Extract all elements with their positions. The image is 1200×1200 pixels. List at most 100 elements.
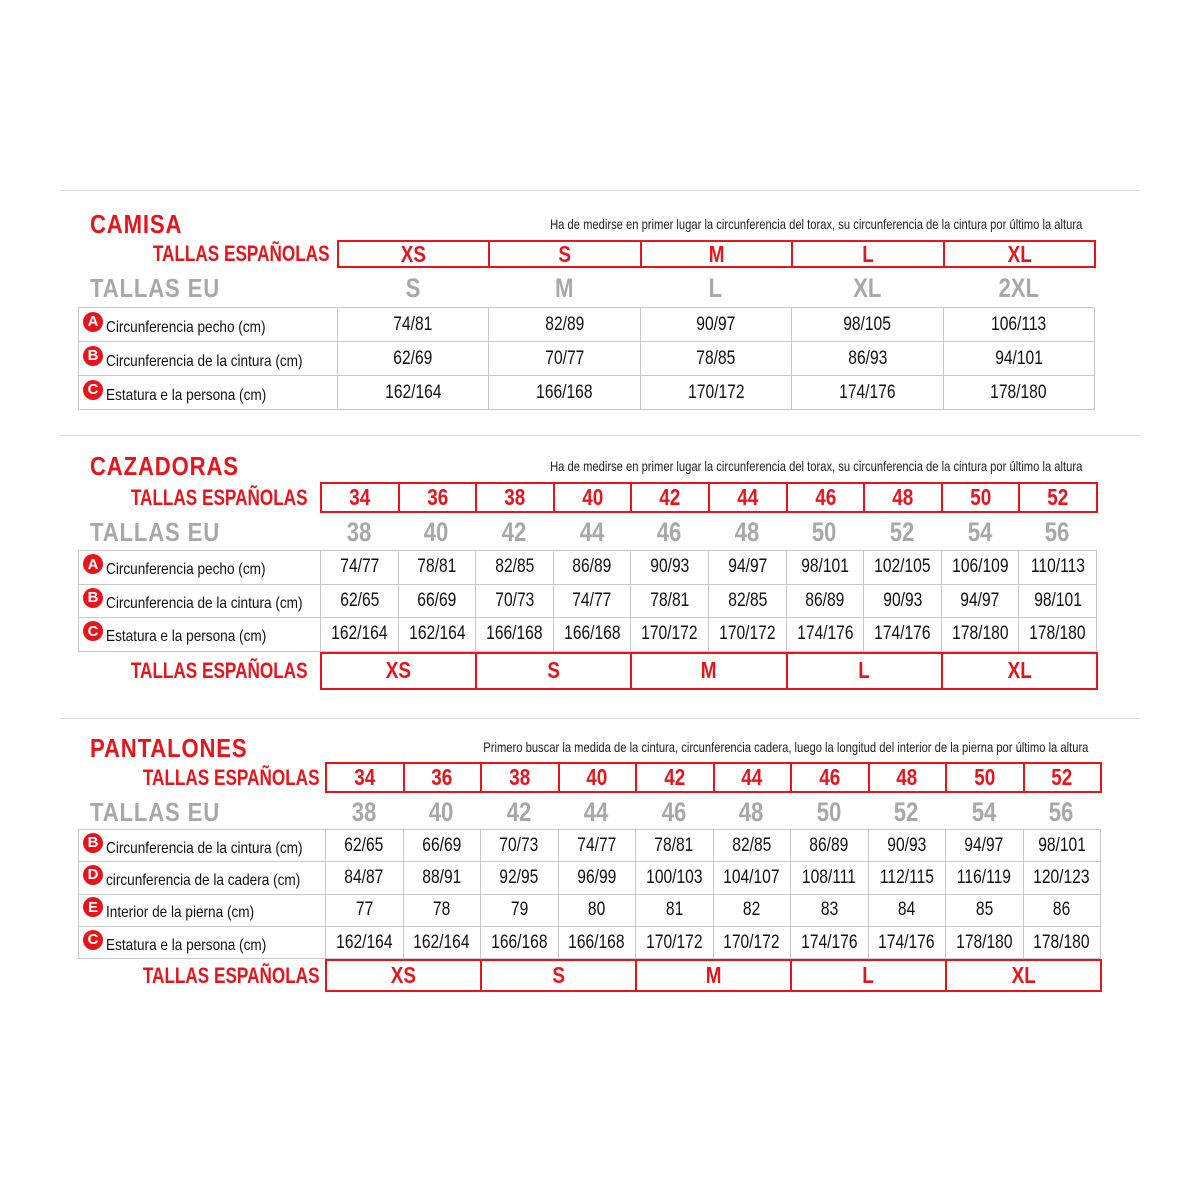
measurement-value-text: 74/77: [577, 834, 617, 856]
measurement-label-text: Circunferencia de la cintura (cm): [106, 352, 303, 370]
measurement-value-text: 90/93: [882, 589, 922, 611]
eu-size-cell: 56: [1023, 795, 1101, 829]
measurement-value-text: 74/77: [339, 556, 379, 578]
eu-size-cell: 54: [941, 515, 1019, 549]
measurement-value-text: 86: [1053, 899, 1071, 921]
eu-size-cell: 56: [1018, 515, 1096, 549]
spanish-size-cell-text: 36: [426, 484, 448, 510]
spanish-size-cell-text: 38: [504, 484, 526, 510]
measurement-value-text: 98/101: [801, 556, 849, 578]
measurement-value: 178/180: [1022, 925, 1101, 960]
measurement-value: 166/168: [480, 925, 559, 960]
measurement-value-text: 78: [433, 899, 451, 921]
badge-c-icon: C: [83, 379, 103, 400]
bottom-spanish-size-cell: S: [480, 959, 637, 993]
eu-size-cell: 42: [480, 795, 558, 829]
eu-size-cell-text: XL: [852, 272, 882, 303]
measurement-value: 178/180: [1018, 617, 1097, 652]
eu-size-cell: 50: [790, 795, 868, 829]
spanish-size-cell-text: 44: [741, 764, 763, 790]
measurement-value-text: 162/164: [336, 931, 393, 953]
measurement-value: 170/172: [630, 617, 709, 652]
measurement-value: 90/97: [639, 307, 793, 342]
measurement-label-text: Circunferencia de la cintura (cm): [106, 839, 303, 857]
measurement-value-text: 98/101: [1037, 834, 1086, 856]
measurement-label: B Circunferencia de la cintura (cm): [78, 583, 321, 618]
measurement-value: 174/176: [791, 375, 944, 410]
bottom-spanish-size-cell-text: M: [705, 962, 722, 989]
eu-size-cell-text: 44: [583, 796, 609, 827]
spanish-size-cell-text: 42: [659, 484, 681, 510]
measurement-value-text: 106/113: [991, 313, 1047, 335]
bottom-spanish-size-cell: S: [475, 651, 633, 690]
eu-size-cell-text: 38: [346, 516, 372, 547]
measurement-value: 62/65: [320, 583, 399, 618]
bottom-spanish-size-cell-text: XS: [386, 657, 412, 683]
spanish-size-cell: 34: [325, 762, 405, 793]
eu-size-cell: 52: [868, 795, 946, 829]
eu-size-cell-text: 44: [579, 516, 604, 547]
section-divider: [60, 190, 1140, 191]
spanish-size-cell: 42: [630, 482, 710, 513]
measurement-label: B Circunferencia de la cintura (cm): [78, 829, 326, 863]
measurement-value: 94/97: [945, 829, 1024, 863]
eu-size-cell: 54: [945, 795, 1023, 829]
spanish-size-cell: 48: [863, 482, 943, 513]
eu-size-cell-text: M: [554, 272, 574, 303]
measurement-value: 116/119: [945, 861, 1024, 895]
bottom-spanish-size-cell: M: [630, 651, 788, 690]
measurement-value-text: 77: [355, 899, 373, 921]
measurement-value: 166/168: [552, 617, 632, 652]
spanish-size-cell: 36: [402, 762, 482, 793]
measurement-value: 62/65: [325, 829, 404, 863]
measurement-value-text: 96/99: [577, 866, 617, 888]
spanish-size-cell: 50: [940, 482, 1021, 513]
measurement-value-text: 85: [975, 899, 993, 921]
measurement-value-text: 106/109: [951, 556, 1009, 578]
badge-d-icon: D: [83, 864, 103, 885]
bottom-spanish-size-cell: XS: [320, 651, 478, 690]
eu-size-cell: 42: [475, 515, 553, 549]
measurement-value: 82: [712, 893, 791, 927]
measurement-value: 86/93: [791, 341, 944, 376]
measurement-value-text: 88/91: [422, 866, 462, 888]
measurement-label: E Interior de la pierna (cm): [78, 893, 326, 927]
eu-size-cell-text: 40: [428, 796, 454, 827]
spanish-size-cell: 36: [397, 482, 478, 513]
measurement-value: 62/69: [337, 341, 490, 376]
bottom-spanish-size-cell-text: M: [701, 657, 717, 683]
measurement-value-text: 86/89: [572, 556, 612, 578]
measurement-value: 74/77: [320, 550, 399, 585]
measurement-value-text: 104/107: [723, 866, 780, 888]
measurement-value: 178/180: [940, 617, 1020, 652]
measurement-value-text: 82/85: [732, 834, 772, 856]
spanish-size-cell-text: 40: [582, 484, 604, 510]
measurement-value: 70/73: [480, 829, 559, 863]
bottom-spanish-size-cell-text: XL: [1011, 962, 1036, 989]
measurement-label-text: Circunferencia pecho (cm): [106, 561, 266, 579]
measurement-value: 77: [325, 893, 404, 927]
measurement-label-text: Estatura e la persona (cm): [106, 386, 267, 404]
spanish-size-cell: 40: [557, 762, 637, 793]
section-divider: [60, 718, 1140, 719]
spanish-size-cell: 44: [712, 762, 792, 793]
spanish-size-cell-text: 48: [896, 764, 918, 790]
spanish-size-cell: XS: [337, 240, 491, 268]
eu-size-cell: XL: [791, 270, 942, 306]
measurement-value-text: 120/123: [1033, 866, 1090, 888]
measurement-value: 174/176: [867, 925, 946, 960]
measurement-value: 162/164: [402, 925, 481, 960]
measurement-value: 108/111: [790, 861, 869, 895]
measurement-value: 78: [402, 893, 481, 927]
measurement-label-text: Circunferencia de la cintura (cm): [106, 594, 303, 612]
bottom-spanish-size-cell-text: L: [862, 962, 875, 989]
measurement-value-text: 74/77: [572, 589, 612, 611]
measurement-value-text: 162/164: [331, 623, 388, 645]
measurement-value: 81: [635, 893, 714, 927]
bottom-spanish-size-cell-text: S: [552, 962, 565, 989]
bottom-spanish-sizes-label: TALLAS ESPAÑOLAS: [131, 657, 308, 683]
measurement-value: 162/164: [320, 617, 399, 652]
measurement-value-text: 170/172: [646, 931, 703, 953]
measurement-value-text: 174/176: [874, 623, 931, 645]
measurement-value-text: 82: [743, 899, 761, 921]
